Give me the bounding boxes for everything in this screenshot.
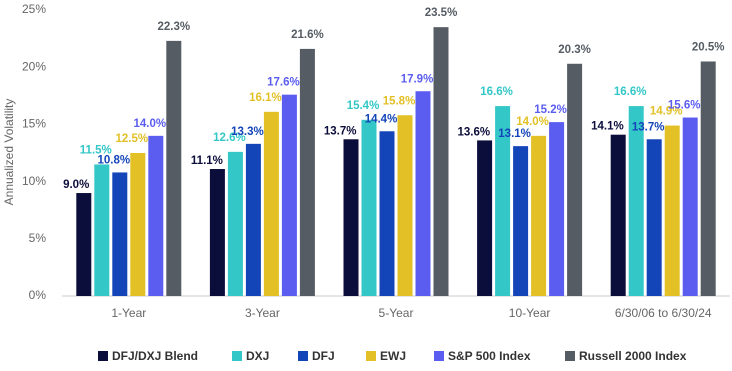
- legend-label: DFJ/DXJ Blend: [112, 349, 198, 363]
- y-tick-label: 25%: [22, 2, 46, 16]
- x-tick-label: 6/30/06 to 6/30/24: [615, 306, 712, 320]
- bar: [245, 143, 261, 296]
- bar: [415, 91, 431, 296]
- value-label: 14.4%: [365, 113, 398, 125]
- bar: [549, 122, 565, 296]
- legend-swatch: [434, 351, 444, 361]
- bar: [610, 134, 626, 296]
- bar: [664, 125, 680, 296]
- bar: [682, 117, 698, 296]
- legend-swatch: [232, 351, 242, 361]
- value-label: 17.6%: [267, 77, 300, 89]
- legend-label: EWJ: [380, 349, 406, 363]
- bar: [567, 63, 583, 296]
- value-label: 11.5%: [80, 144, 112, 156]
- bar: [148, 135, 164, 296]
- bar: [112, 172, 128, 296]
- bar: [263, 111, 279, 296]
- legend-swatch: [98, 351, 108, 361]
- bar: [343, 139, 359, 296]
- x-tick-label: 5-Year: [379, 306, 414, 320]
- legend-label: Russell 2000 Index: [579, 349, 687, 363]
- value-label: 14.9%: [650, 106, 683, 118]
- bar: [76, 193, 92, 296]
- bar: [361, 119, 377, 296]
- bar: [433, 27, 449, 296]
- legend-label: S&P 500 Index: [448, 349, 531, 363]
- x-tick-label: 1-Year: [111, 306, 146, 320]
- value-label: 17.9%: [401, 73, 434, 85]
- value-label: 23.5%: [425, 7, 458, 19]
- value-label: 15.8%: [383, 95, 416, 107]
- bar: [209, 169, 225, 296]
- value-label: 12.6%: [213, 132, 246, 144]
- value-label: 13.7%: [632, 121, 665, 133]
- value-label: 13.3%: [231, 126, 264, 138]
- bar: [166, 40, 182, 296]
- x-tick-label: 3-Year: [245, 306, 280, 320]
- bar: [513, 146, 529, 296]
- bar: [130, 153, 146, 296]
- value-label: 22.3%: [157, 21, 190, 33]
- value-label: 14.0%: [133, 118, 166, 130]
- bar: [299, 48, 315, 297]
- y-tick-label: 0%: [29, 288, 47, 302]
- bar: [227, 151, 243, 296]
- value-label: 13.6%: [457, 126, 490, 138]
- value-label: 13.1%: [498, 128, 531, 140]
- value-label: 21.6%: [291, 29, 324, 41]
- value-label: 20.3%: [558, 44, 591, 56]
- value-label: 15.4%: [347, 100, 380, 112]
- value-label: 13.7%: [324, 125, 357, 137]
- y-tick-label: 5%: [29, 231, 47, 245]
- bar: [379, 131, 395, 296]
- bar: [281, 94, 297, 296]
- y-axis-title: Annualized Volatility: [2, 99, 16, 206]
- legend-swatch: [298, 351, 308, 361]
- value-label: 9.0%: [63, 179, 89, 191]
- y-tick-label: 15%: [22, 117, 46, 131]
- legend-label: DFJ: [312, 349, 335, 363]
- x-tick-label: 10-Year: [509, 306, 551, 320]
- bar: [495, 106, 511, 296]
- bar: [700, 61, 716, 297]
- bar: [628, 106, 644, 296]
- value-label: 10.8%: [97, 154, 130, 166]
- legend-swatch: [565, 351, 575, 361]
- bar: [646, 139, 662, 296]
- legend-label: DXJ: [246, 349, 269, 363]
- value-label: 11.1%: [191, 155, 223, 167]
- bar: [477, 140, 493, 296]
- y-tick-label: 10%: [22, 174, 46, 188]
- value-label: 16.6%: [614, 86, 647, 98]
- value-label: 14.1%: [591, 121, 624, 133]
- legend-swatch: [366, 351, 376, 361]
- bar: [397, 115, 413, 296]
- value-label: 20.5%: [692, 42, 725, 54]
- value-label: 12.5%: [115, 133, 148, 145]
- value-label: 15.2%: [534, 104, 567, 116]
- bar: [94, 164, 110, 296]
- bar: [531, 135, 547, 296]
- value-label: 14.0%: [516, 116, 549, 128]
- value-label: 15.6%: [668, 100, 701, 112]
- value-label: 16.1%: [249, 92, 282, 104]
- value-label: 16.6%: [480, 86, 513, 98]
- y-tick-label: 20%: [22, 59, 46, 73]
